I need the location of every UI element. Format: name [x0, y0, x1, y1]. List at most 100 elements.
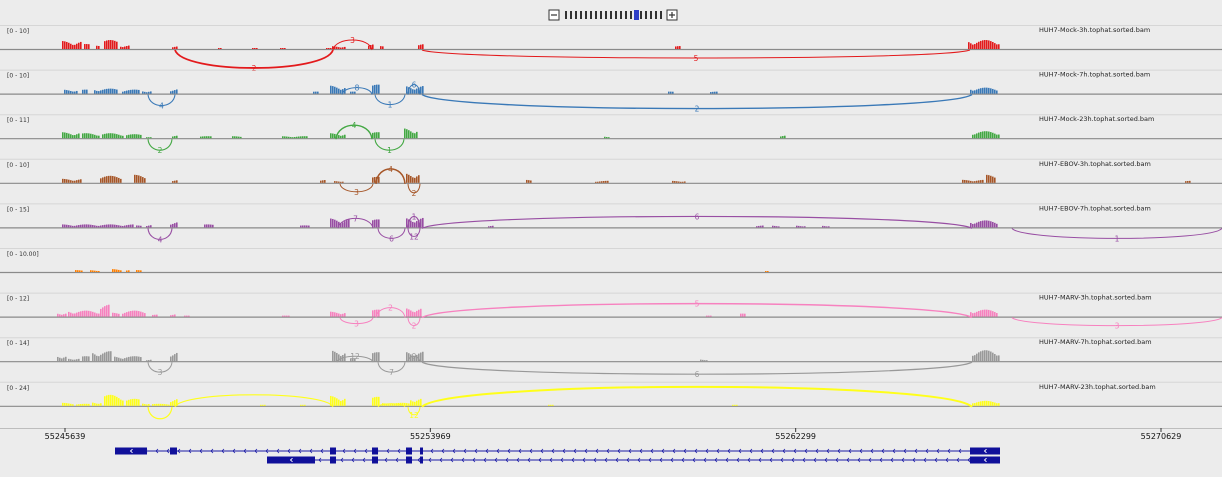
splice-junction[interactable] — [407, 84, 421, 95]
splice-junction[interactable] — [421, 302, 973, 319]
exon[interactable] — [330, 447, 336, 455]
exon[interactable] — [170, 447, 177, 455]
splice-junction[interactable] — [421, 49, 971, 59]
coverage-bar — [112, 40, 114, 49]
zoom-level-tick[interactable] — [605, 11, 607, 19]
exon[interactable] — [372, 456, 378, 464]
coverage-track[interactable]: [0 - 14] HUH7-MARV-7h.tophat.sorted.bam 3 1… — [0, 337, 1222, 380]
splice-junction[interactable] — [335, 124, 373, 140]
zoom-level-tick[interactable] — [575, 11, 577, 19]
exon[interactable] — [372, 447, 378, 455]
splice-junction[interactable] — [336, 355, 374, 363]
zoom-in-button[interactable] — [666, 9, 678, 21]
zoom-widget[interactable] — [548, 9, 678, 21]
splice-junction[interactable] — [421, 361, 973, 375]
coverage-track[interactable]: [0 - 12] HUH7-MARV-3h.tophat.sorted.bam 3 2… — [0, 292, 1222, 331]
zoom-level-tick[interactable] — [660, 11, 662, 19]
splice-junction[interactable] — [174, 49, 334, 69]
zoom-level-tick[interactable] — [655, 11, 657, 19]
splice-junction[interactable] — [337, 217, 374, 229]
zoom-out-button[interactable] — [548, 9, 560, 21]
splice-junction[interactable] — [147, 362, 173, 373]
zoom-level-tick[interactable] — [590, 11, 592, 19]
coverage-bar — [100, 178, 102, 183]
splice-junction[interactable] — [377, 228, 406, 239]
coverage-bar — [374, 84, 376, 94]
zoom-level-tick[interactable] — [570, 11, 572, 19]
zoom-level-tick[interactable] — [610, 11, 612, 19]
splice-junction[interactable] — [421, 385, 973, 408]
splice-junction[interactable] — [341, 87, 373, 95]
exon[interactable] — [406, 456, 412, 464]
coverage-bar — [308, 225, 310, 228]
coverage-bar — [120, 135, 122, 139]
splice-junction[interactable] — [147, 94, 176, 107]
strand-arrow — [802, 457, 806, 463]
splice-junction[interactable] — [339, 317, 374, 325]
splice-junction[interactable] — [407, 215, 421, 229]
splice-junction[interactable] — [339, 183, 374, 193]
splice-junction[interactable] — [407, 355, 421, 363]
coverage-track[interactable]: [0 - 11] HUH7-Mock-23h.tophat.sorted.bam 2… — [0, 114, 1222, 156]
splice-junction[interactable] — [374, 139, 405, 151]
transcript[interactable] — [267, 456, 1000, 464]
zoom-level-tick[interactable] — [640, 11, 642, 19]
coverage-bar — [412, 311, 414, 317]
zoom-level-tick[interactable] — [580, 11, 582, 19]
coverage-bar — [966, 180, 968, 183]
splice-junction[interactable] — [332, 39, 373, 51]
transcript[interactable] — [115, 447, 1000, 455]
coverage-track[interactable]: [0 - 24] HUH7-MARV-23h.tophat.sorted.bam 1… — [0, 381, 1222, 420]
exon[interactable] — [330, 456, 336, 464]
splice-junction[interactable] — [1011, 317, 1222, 327]
coverage-bar — [122, 313, 124, 317]
splice-junction[interactable] — [407, 228, 421, 237]
coverage-track[interactable]: [0 - 10.00] — [0, 248, 1222, 274]
coverage-bar — [114, 89, 116, 94]
coverage-bar — [70, 403, 72, 406]
coverage-bar — [982, 400, 984, 406]
zoom-level-tick[interactable] — [585, 11, 587, 19]
splice-junction[interactable] — [377, 403, 406, 408]
coverage-bar — [76, 43, 78, 49]
splice-junction[interactable] — [377, 362, 406, 373]
splice-junction[interactable] — [421, 215, 973, 229]
zoom-level-tick[interactable] — [600, 11, 602, 19]
coverage-bar — [74, 180, 76, 183]
coverage-bar — [414, 89, 416, 94]
coverage-track[interactable]: [0 - 10] HUH7-Mock-3h.tophat.sorted.bam 2 3… — [0, 25, 1222, 74]
coverage-track[interactable]: [0 - 15] HUH7-EBOV-7h.tophat.sorted.bam 4 7… — [0, 203, 1222, 245]
coverage-track[interactable]: [0 - 10] HUH7-EBOV-3h.tophat.sorted.bam 3 4… — [0, 158, 1222, 198]
splice-junction[interactable] — [407, 406, 421, 416]
coverage-bar — [378, 219, 380, 228]
zoom-level-tick[interactable] — [615, 11, 617, 19]
zoom-level-tick[interactable] — [565, 11, 567, 19]
splice-junction[interactable] — [147, 406, 173, 420]
exon[interactable] — [420, 456, 423, 464]
coverage-track[interactable]: [0 - 10] HUH7-Mock-7h.tophat.sorted.bam 4 8… — [0, 69, 1222, 114]
coverage-bar — [980, 310, 982, 317]
zoom-level-tick[interactable] — [625, 11, 627, 19]
splice-junction[interactable] — [147, 139, 173, 151]
splice-junction[interactable] — [421, 94, 973, 110]
coverage-bar — [136, 356, 138, 362]
splice-junction[interactable] — [147, 228, 173, 240]
splice-junction[interactable] — [375, 307, 406, 318]
zoom-level-tick[interactable] — [620, 11, 622, 19]
exon[interactable] — [406, 447, 412, 455]
zoom-level-tick[interactable] — [650, 11, 652, 19]
coverage-bar — [394, 403, 396, 406]
splice-junction[interactable] — [407, 317, 421, 327]
zoom-level-tick[interactable] — [645, 11, 647, 19]
coverage-bar — [70, 180, 72, 183]
zoom-level-tick[interactable] — [595, 11, 597, 19]
coverage-bar — [408, 353, 410, 362]
exon[interactable] — [420, 447, 423, 455]
splice-junction[interactable] — [407, 183, 421, 194]
splice-junction[interactable] — [375, 168, 406, 184]
zoom-level-tick[interactable] — [630, 11, 632, 19]
splice-junction[interactable] — [1011, 228, 1222, 239]
splice-junction[interactable] — [174, 394, 334, 408]
zoom-level-current[interactable] — [634, 10, 639, 20]
splice-junction[interactable] — [374, 94, 406, 106]
